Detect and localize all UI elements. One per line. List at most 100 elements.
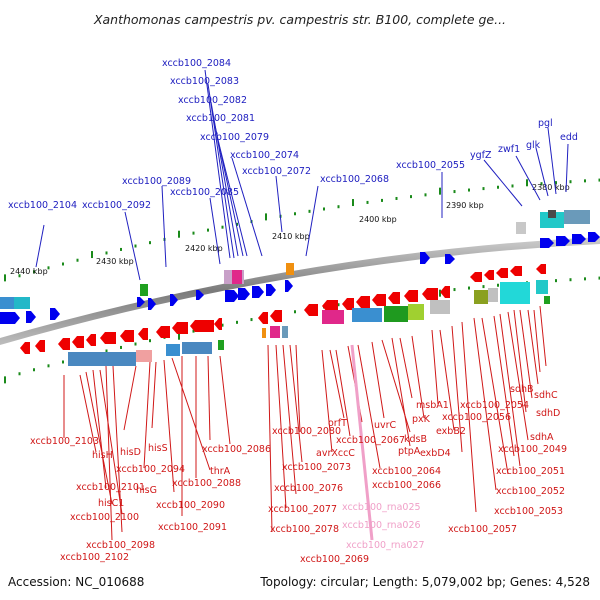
gene-label: xccb100_2102 — [60, 552, 129, 563]
leader-line — [507, 311, 529, 441]
scale-tick — [598, 276, 600, 280]
forward-gene-arrow — [196, 290, 204, 300]
scale-tick — [236, 320, 238, 324]
scale-tick — [598, 178, 600, 182]
reverse-gene-arrow — [86, 334, 96, 346]
gene-label: xccb100_2069 — [300, 554, 369, 565]
feature-box — [68, 352, 136, 366]
leader-line — [527, 309, 539, 385]
leader-line — [350, 344, 374, 541]
feature-box — [140, 284, 148, 296]
forward-gene-arrow — [26, 311, 36, 323]
feature-box — [488, 288, 498, 302]
scale-tick — [584, 277, 586, 281]
gene-label: xccb100_2072 — [242, 166, 311, 177]
scale-tick — [221, 225, 224, 229]
scale-tick — [337, 303, 340, 307]
reverse-gene-arrow — [536, 264, 546, 274]
scale-tick — [33, 270, 35, 274]
forward-gene-arrow — [445, 254, 455, 264]
leader-line — [92, 369, 107, 489]
leader-line — [431, 329, 439, 405]
map-title: Xanthomonas campestris pv. campestris st… — [93, 12, 506, 27]
scale-tick — [4, 376, 6, 384]
leader-line — [99, 369, 123, 515]
feature-box — [384, 306, 408, 322]
leader-line — [123, 365, 137, 431]
scale-tick — [192, 231, 195, 235]
gene-label: xccb100_2078 — [270, 524, 339, 535]
leader-line — [547, 127, 557, 195]
gene-label: xccb100_2066 — [372, 480, 441, 491]
gene-label: xccb100_2076 — [274, 483, 343, 494]
gene-label: hisS — [148, 443, 168, 454]
gene-label: hisD — [120, 447, 141, 458]
scale-label-2380: 2380 kbp — [532, 183, 570, 192]
gene-label: xccb100_2100 — [70, 512, 139, 523]
scale-tick — [453, 288, 456, 292]
scale-tick — [265, 213, 267, 221]
gene-label: xccb100_2085 — [170, 187, 239, 198]
reverse-gene-arrow — [156, 326, 170, 338]
scale-tick — [468, 286, 470, 290]
gene-label: xccb100_2053 — [494, 506, 563, 517]
scale-tick — [294, 212, 296, 216]
reverse-gene-arrow — [100, 332, 116, 344]
gene-label: hisG — [136, 485, 157, 496]
scale-tick — [482, 285, 485, 289]
gene-label: pxK — [412, 414, 431, 425]
gene-label: xccb100_2088 — [172, 478, 241, 489]
gene-features — [0, 210, 600, 366]
leader-line — [515, 155, 541, 201]
gene-label: ygfZ — [470, 150, 492, 161]
scale-tick — [47, 364, 50, 368]
scale-label-2430: 2430 kbp — [96, 257, 134, 266]
gene-label: xccb100_2090 — [156, 500, 225, 511]
reverse-gene-arrow — [440, 286, 450, 298]
gene-label: orfT — [328, 418, 347, 429]
reverse-gene-arrow — [20, 342, 30, 354]
reverse-gene-arrow — [172, 322, 188, 334]
scale-tick — [540, 182, 543, 186]
leader-line — [143, 361, 151, 469]
leader-line — [483, 159, 523, 207]
leader-line — [207, 355, 211, 441]
gene-label: xccb100_2073 — [282, 462, 351, 473]
leader-line — [499, 313, 521, 467]
gene-label: sdhB — [510, 384, 534, 395]
leader-line — [79, 374, 97, 453]
gene-label: avrXccC — [316, 448, 355, 459]
gene-label: sdhC — [534, 390, 558, 401]
reverse-gene-arrow — [342, 298, 354, 310]
gene-labels-bottom: xccb100_2103 hisH hisD hisS xccb100_2094 hisG… — [30, 384, 567, 565]
scale-tick — [569, 278, 572, 282]
reverse-gene-arrow — [470, 272, 482, 282]
gene-label: glk — [526, 140, 541, 151]
gene-label: xccb100_2084 — [162, 58, 231, 69]
scale-tick — [105, 349, 108, 353]
leader-line — [371, 341, 385, 419]
gene-label: xccb100_rna026 — [342, 520, 421, 531]
leader-line — [207, 83, 235, 259]
scale-tick — [395, 196, 398, 200]
gene-label: xccb100_2049 — [498, 444, 567, 455]
leader-line — [112, 365, 123, 533]
scale-tick — [439, 187, 441, 195]
scale-tick — [91, 251, 93, 259]
reverse-gene-arrow — [356, 296, 370, 308]
scale-tick — [120, 247, 122, 251]
leader-line — [357, 344, 381, 469]
leader-line — [493, 315, 515, 457]
gene-label: xccb100_2067 — [336, 435, 405, 446]
gene-label: xccb100_2082 — [178, 95, 247, 106]
forward-gene-arrow — [238, 288, 250, 300]
forward-gene-arrow — [137, 297, 145, 307]
gene-label: xccb100_2057 — [448, 524, 517, 535]
scale-labels: 2440 kbp 2430 kbp 2420 kbp 2410 kbp 2400… — [10, 183, 570, 276]
scale-tick — [33, 368, 35, 372]
feature-box — [270, 326, 280, 338]
feature-box — [182, 342, 212, 354]
gene-label: xccb100_2077 — [268, 504, 337, 515]
leader-lines-top — [35, 69, 569, 281]
